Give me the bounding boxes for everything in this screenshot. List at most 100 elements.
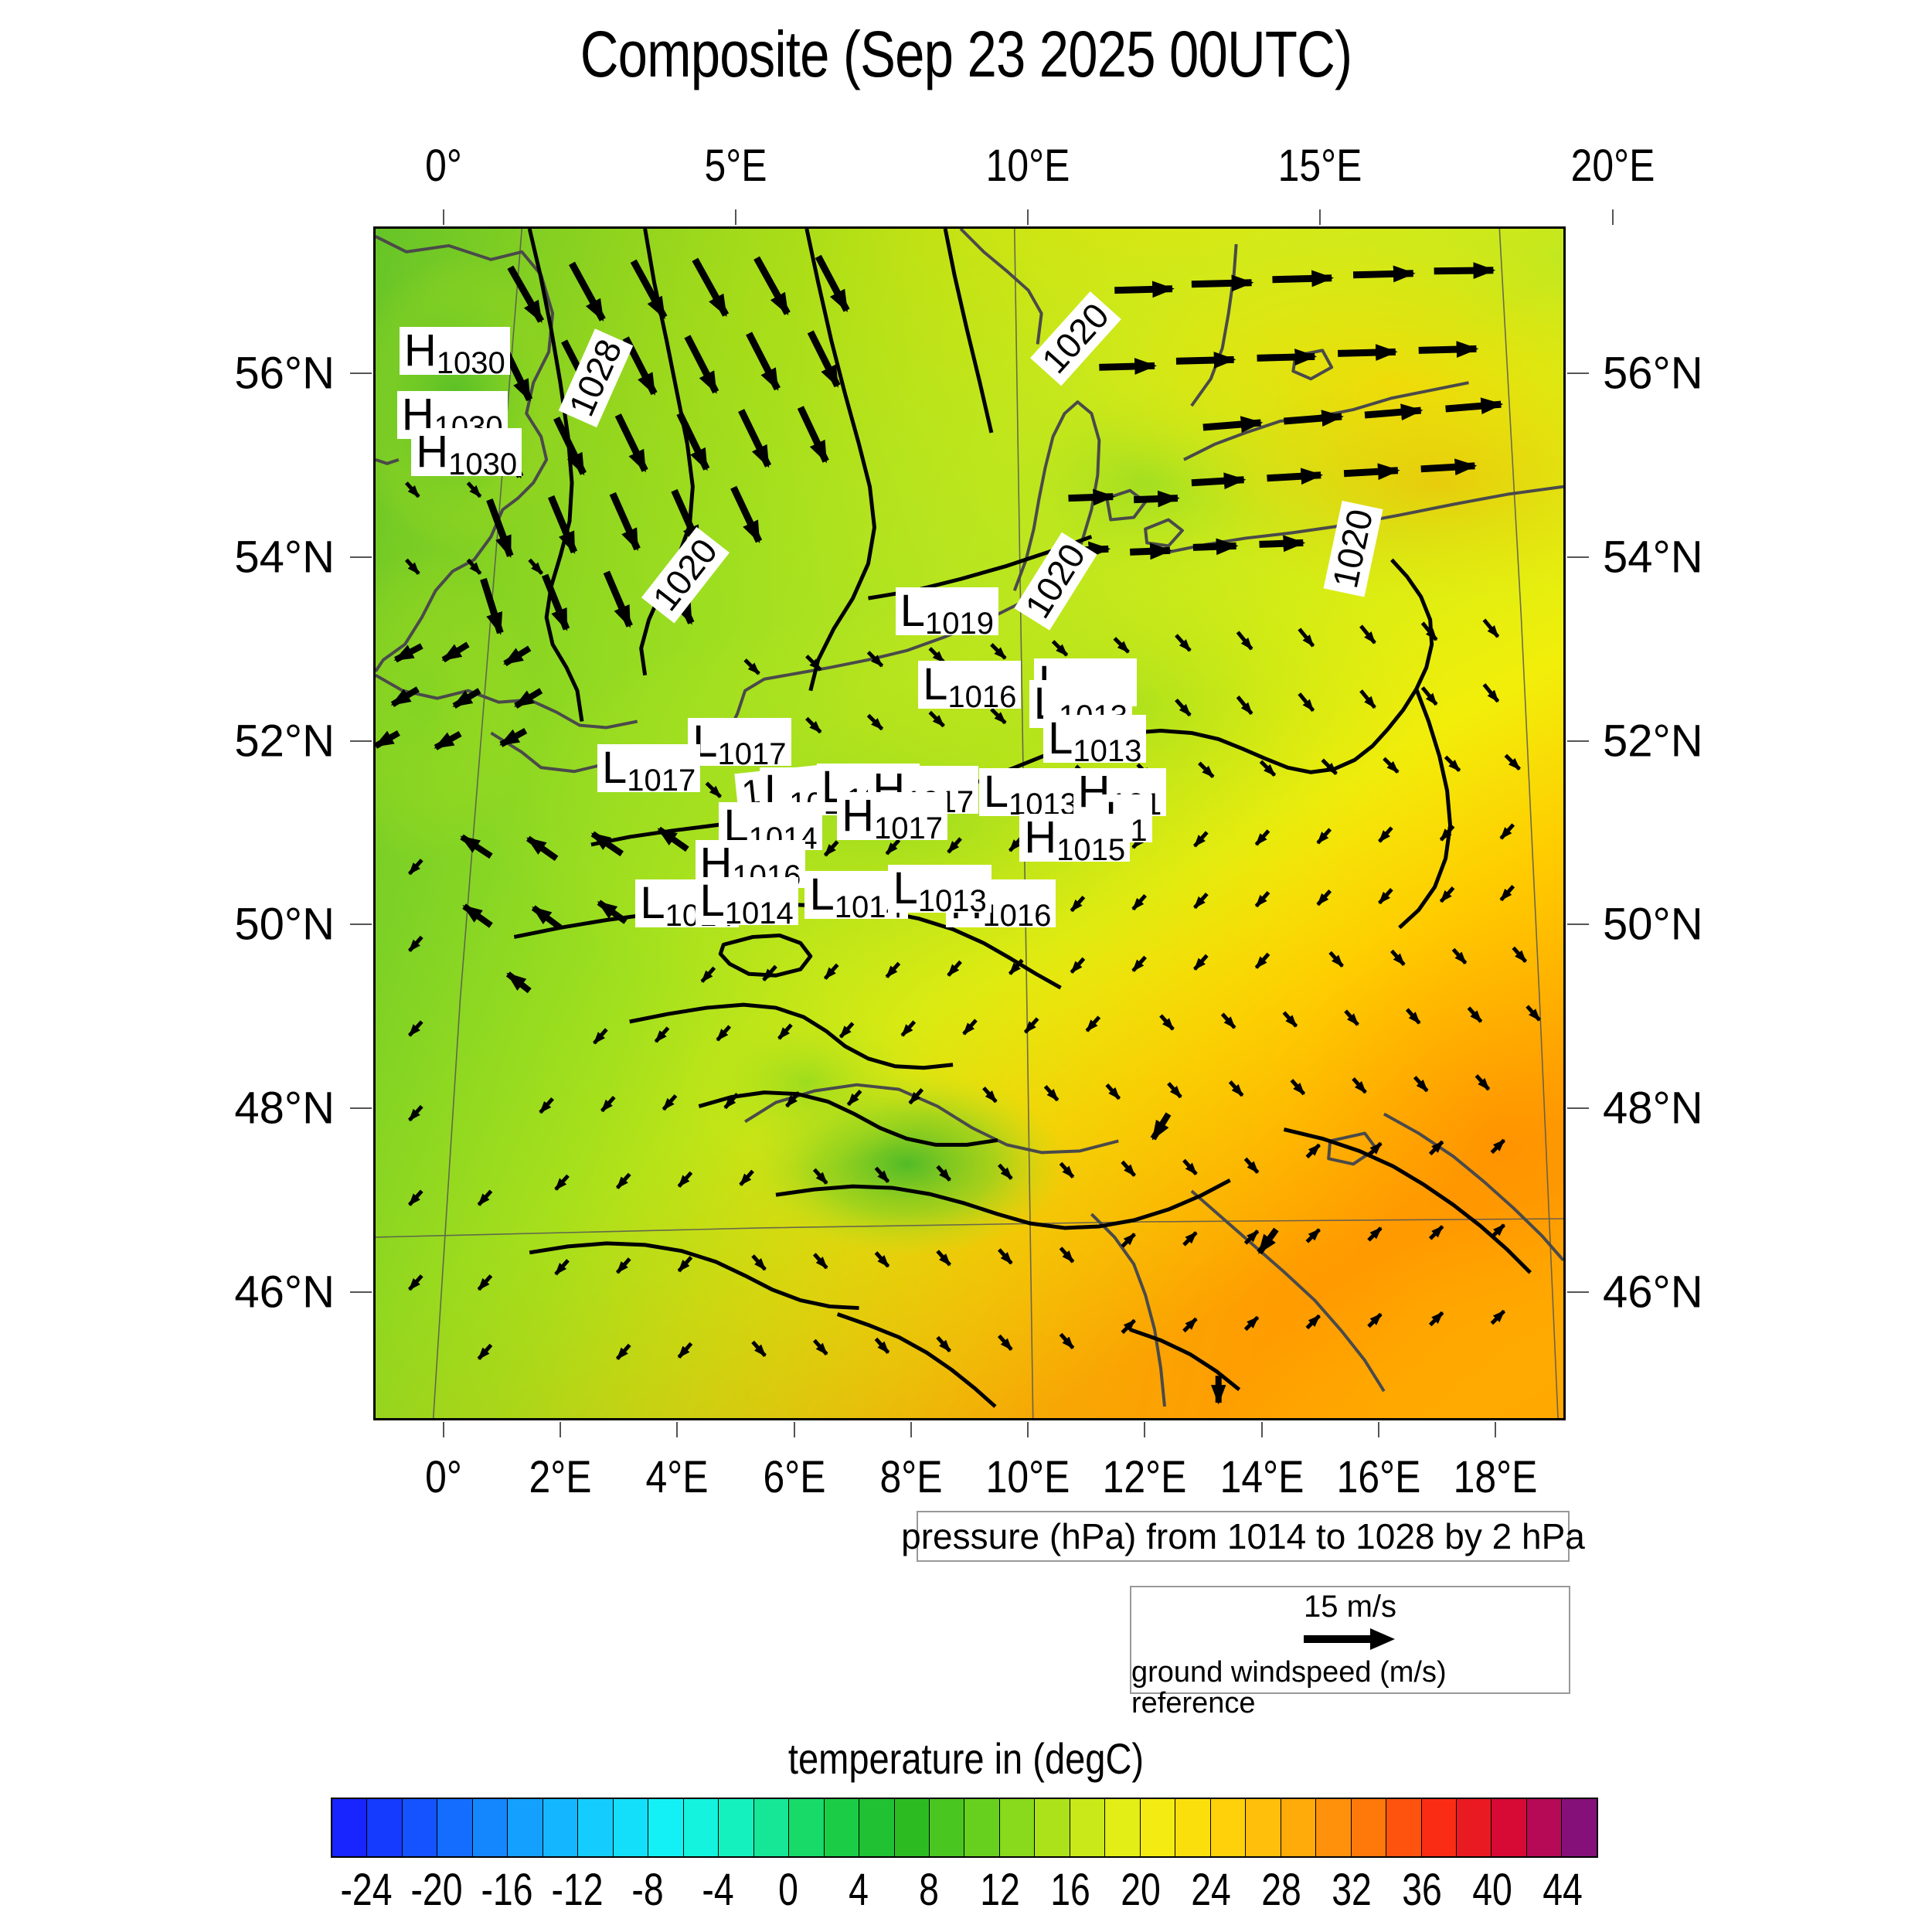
axis-label-bottom-2: 4°E bbox=[645, 1452, 709, 1502]
colorbar-tick-label: -24 bbox=[340, 1865, 393, 1915]
axis-label-top-3: 15°E bbox=[1277, 141, 1362, 191]
map-canvas bbox=[376, 229, 1563, 1418]
colorbar-cell bbox=[1070, 1799, 1106, 1856]
colorbar-cell bbox=[437, 1799, 473, 1856]
colorbar-cell bbox=[332, 1799, 368, 1856]
axis-tick-bottom bbox=[442, 1422, 444, 1437]
pressure-marker-letter: L bbox=[923, 659, 948, 710]
axis-tick-top bbox=[442, 209, 444, 225]
axis-label-left-1: 54°N bbox=[234, 532, 335, 583]
axis-label-bottom-8: 16°E bbox=[1336, 1452, 1421, 1502]
pressure-marker-value: 1017 bbox=[717, 737, 787, 772]
colorbar-cell bbox=[1492, 1799, 1527, 1856]
pressure-marker-letter: L bbox=[699, 875, 725, 926]
pressure-marker-value: 1017 bbox=[874, 811, 944, 846]
wind-reference-caption: ground windspeed (m/s) reference bbox=[1131, 1656, 1447, 1719]
colorbar-cell bbox=[719, 1799, 754, 1856]
colorbar-tick-label: 12 bbox=[979, 1865, 1020, 1915]
axis-tick-bottom bbox=[1495, 1422, 1497, 1437]
wind-reference-value: 15 m/s bbox=[1303, 1590, 1397, 1624]
axis-label-right-5: 46°N bbox=[1603, 1267, 1703, 1318]
colorbar-tick-label: 4 bbox=[849, 1865, 869, 1915]
colorbar-cell bbox=[1562, 1799, 1597, 1856]
axis-label-left-2: 52°N bbox=[234, 716, 335, 767]
axis-label-left-5: 46°N bbox=[234, 1267, 335, 1318]
axis-tick-bottom bbox=[1260, 1422, 1263, 1437]
axis-tick-right bbox=[1567, 1291, 1589, 1293]
colorbar-tick-label: 44 bbox=[1543, 1865, 1583, 1915]
pressure-marker-value: 1019 bbox=[925, 606, 994, 641]
colorbar-tick-label: -16 bbox=[481, 1865, 533, 1915]
colorbar-cell bbox=[578, 1799, 614, 1856]
axis-tick-left bbox=[350, 740, 372, 742]
pressure-marker-letter: H bbox=[403, 325, 437, 376]
colorbar-cell bbox=[1210, 1799, 1247, 1856]
axis-label-right-2: 52°N bbox=[1603, 716, 1703, 767]
colorbar-title: temperature in (degC) bbox=[787, 1734, 1145, 1783]
axis-label-top-2: 10°E bbox=[985, 141, 1070, 191]
pressure-marker-letter: H bbox=[1024, 812, 1057, 863]
pressure-legend-text: pressure (hPa) from 1014 to 1028 by 2 hP… bbox=[901, 1516, 1585, 1556]
axis-tick-left bbox=[350, 1291, 372, 1293]
colorbar-cell bbox=[1316, 1799, 1352, 1856]
colorbar-cell bbox=[648, 1799, 684, 1856]
axis-label-bottom-6: 12°E bbox=[1103, 1452, 1187, 1502]
axis-label-bottom-5: 10°E bbox=[985, 1452, 1070, 1502]
colorbar-tick-label: -12 bbox=[551, 1865, 604, 1915]
axis-tick-right bbox=[1567, 556, 1589, 558]
axis-label-bottom-1: 2°E bbox=[529, 1452, 592, 1502]
axis-tick-left bbox=[350, 556, 372, 558]
axis-label-left-0: 56°N bbox=[234, 348, 335, 399]
pressure-marker-letter: L bbox=[640, 878, 665, 929]
low-pressure-label: L 1016 bbox=[918, 659, 1022, 713]
colorbar-tick-label: 40 bbox=[1472, 1865, 1513, 1915]
colorbar-tick-label: -20 bbox=[410, 1865, 463, 1915]
low-pressure-label: L 1017 bbox=[597, 743, 701, 796]
colorbar-cell bbox=[1246, 1799, 1281, 1856]
colorbar-cell bbox=[683, 1799, 719, 1856]
colorbar-cell bbox=[1175, 1799, 1211, 1856]
axis-tick-top bbox=[1611, 209, 1614, 225]
pressure-marker-value: 1016 bbox=[947, 680, 1017, 715]
map-panel[interactable]: 102810201020102010201020 H1030H1030H1030… bbox=[373, 226, 1566, 1420]
colorbar-ticks: -24 -20 -16 -12 -8 -4 0 4 8 12 16 20 24 28 32 36 40 44 bbox=[0, 1864, 1932, 1918]
axis-label-top-1: 5°E bbox=[704, 141, 767, 191]
colorbar-cell bbox=[999, 1799, 1036, 1856]
pressure-marker-letter: L bbox=[983, 767, 1009, 818]
pressure-marker-letter: L bbox=[809, 869, 835, 920]
colorbar-tick-label: 24 bbox=[1191, 1865, 1231, 1915]
colorbar-cell bbox=[508, 1799, 543, 1856]
colorbar-cell bbox=[367, 1799, 403, 1856]
pressure-marker-letter: H bbox=[416, 427, 449, 477]
colorbar-cell bbox=[894, 1799, 930, 1856]
pressure-marker-value: 1030 bbox=[436, 345, 505, 380]
pressure-marker-value: 1014 bbox=[724, 896, 794, 930]
axis-tick-bottom bbox=[910, 1422, 912, 1437]
colorbar-tick-label: 32 bbox=[1332, 1865, 1372, 1915]
colorbar-cell bbox=[753, 1799, 790, 1856]
pressure-marker-letter: L bbox=[601, 743, 628, 794]
colorbar-tick-label: 20 bbox=[1120, 1865, 1161, 1915]
pressure-marker-value: 1017 bbox=[627, 764, 696, 798]
colorbar-cell bbox=[1526, 1799, 1563, 1856]
pressure-marker-letter: L bbox=[893, 863, 918, 914]
colorbar-tick-label: 28 bbox=[1261, 1865, 1301, 1915]
axis-tick-bottom bbox=[793, 1422, 795, 1437]
pressure-marker-value: 1 bbox=[1130, 814, 1148, 849]
colorbar-cell bbox=[472, 1799, 509, 1856]
axis-tick-bottom bbox=[560, 1422, 562, 1437]
axis-tick-bottom bbox=[676, 1422, 679, 1437]
colorbar-cell bbox=[824, 1799, 860, 1856]
low-pressure-label: L 1017 bbox=[688, 718, 791, 770]
pressure-marker-value: 1015 bbox=[1056, 833, 1126, 868]
pressure-legend: pressure (hPa) from 1014 to 1028 by 2 hP… bbox=[901, 1511, 1585, 1562]
colorbar-cell bbox=[1035, 1799, 1070, 1856]
axis-label-right-3: 50°N bbox=[1603, 899, 1703, 950]
wind-reference-arrow-icon bbox=[1304, 1626, 1396, 1656]
colorbar-cell bbox=[613, 1799, 649, 1856]
